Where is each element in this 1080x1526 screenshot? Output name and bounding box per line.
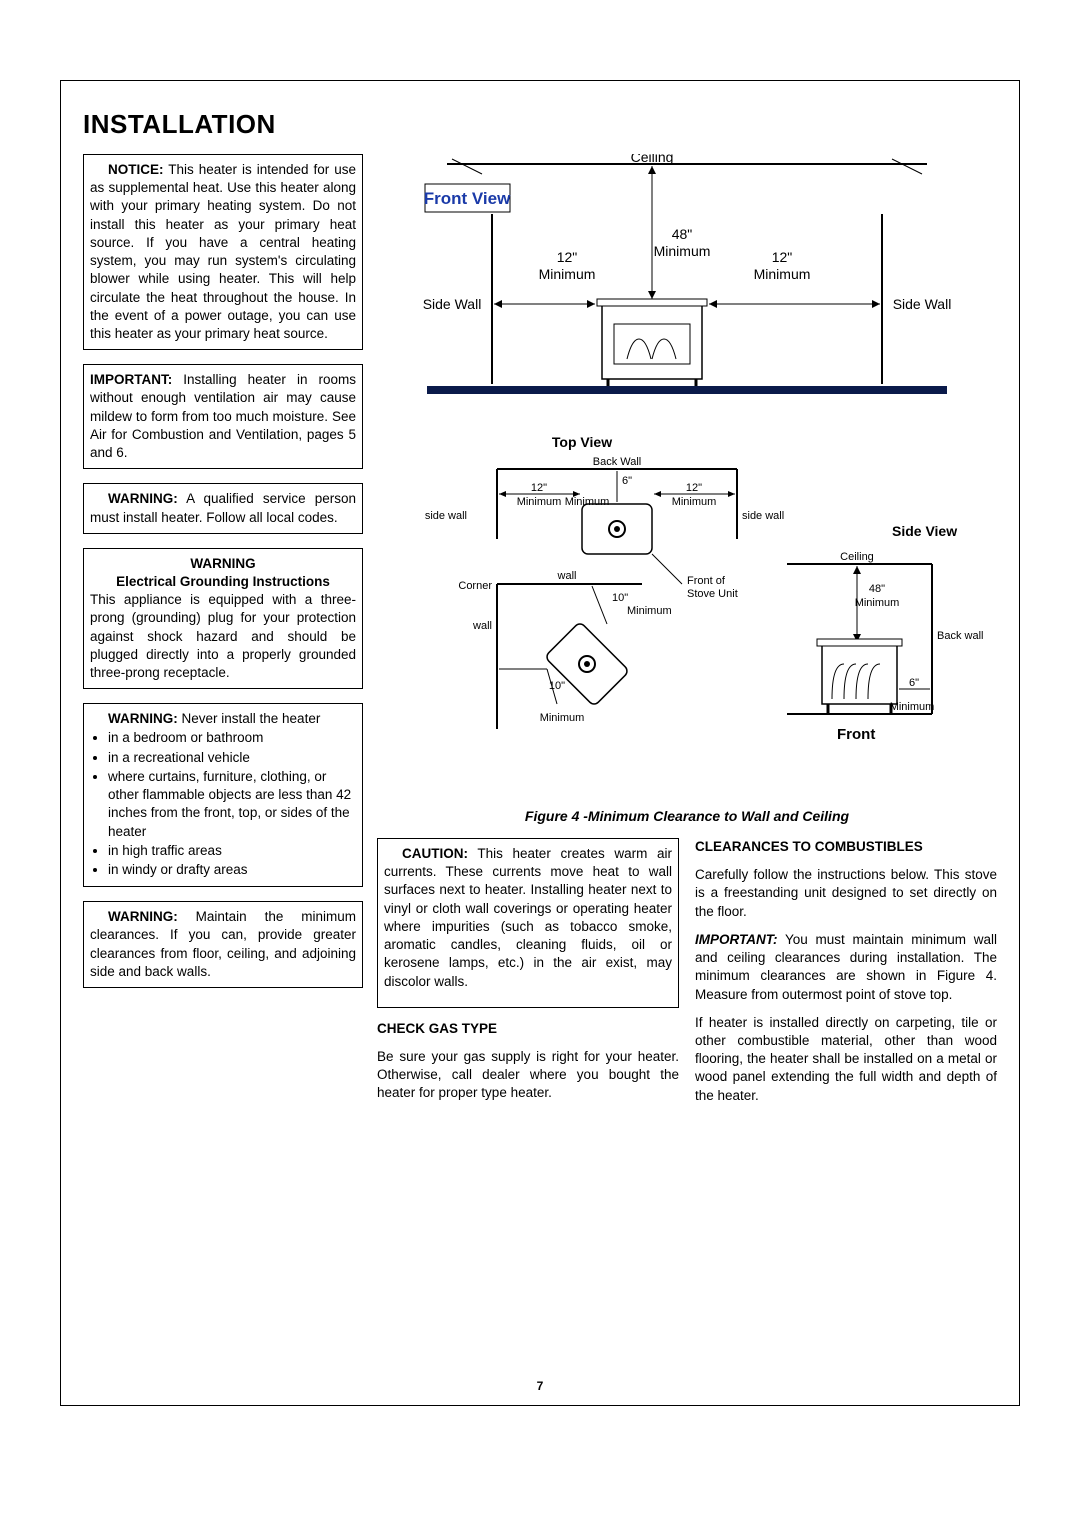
warn-service-lead: WARNING: bbox=[108, 491, 178, 506]
dim-tv-12l-sub: Minimum bbox=[517, 496, 562, 508]
sv-backwall: Back wall bbox=[937, 630, 983, 642]
dim-tv-12l: 12" bbox=[531, 482, 547, 494]
caution-box: CAUTION: This heater creates warm air cu… bbox=[377, 838, 679, 1008]
ceiling-label: Ceiling bbox=[631, 154, 674, 165]
important-lead: IMPORTANT: bbox=[90, 372, 172, 387]
side-view-title: Side View bbox=[892, 523, 957, 539]
dim-tv-6-sub: Minimum bbox=[565, 496, 610, 508]
caution-body: This heater creates warm air currents. T… bbox=[384, 846, 672, 989]
warning-clearance-box: WARNING: Maintain the minimum clearances… bbox=[83, 901, 363, 988]
top-view-group: Top View Back Wall side wall side wall bbox=[425, 434, 784, 729]
clearances-heading: CLEARANCES TO COMBUSTIBLES bbox=[695, 839, 923, 854]
caution-lead: CAUTION: bbox=[402, 846, 468, 861]
side-view-group: Side View Ceiling Back wall 48" Minimum bbox=[787, 523, 983, 743]
dim-tv-12r-sub: Minimum bbox=[672, 496, 717, 508]
dim-10t: 10" bbox=[612, 592, 628, 604]
dim-12r: 12" bbox=[772, 249, 793, 265]
lr-col-2: CLEARANCES TO COMBUSTIBLES Carefully fol… bbox=[695, 838, 997, 1115]
tv-sidewall-r: side wall bbox=[742, 510, 784, 522]
sv-48-sub: Minimum bbox=[855, 597, 900, 609]
checkgas-heading: CHECK GAS TYPE bbox=[377, 1021, 497, 1036]
columns: NOTICE: This heater is intended for use … bbox=[83, 154, 997, 1115]
stove-corner-icon bbox=[545, 622, 630, 707]
warn-never-intro: Never install the heater bbox=[178, 711, 321, 726]
important-box: IMPORTANT: Installing heater in rooms wi… bbox=[83, 364, 363, 469]
dim-12r-sub: Minimum bbox=[754, 266, 811, 282]
sv-48: 48" bbox=[869, 583, 885, 595]
dim-tv-12r: 12" bbox=[686, 482, 702, 494]
wall-label-1: wall bbox=[557, 570, 577, 582]
figure-4: Front View Ceiling Side Wall Side Wall bbox=[377, 154, 997, 814]
page-number: 7 bbox=[61, 1379, 1019, 1393]
warn-clear-lead: WARNING: bbox=[108, 909, 178, 924]
floor-bar bbox=[427, 386, 947, 394]
left-column: NOTICE: This heater is intended for use … bbox=[83, 154, 363, 1115]
dim-12l: 12" bbox=[557, 249, 578, 265]
warn-never-list: in a bedroom or bathroom in a recreation… bbox=[90, 729, 356, 879]
top-view-title: Top View bbox=[552, 434, 612, 450]
stove-unit-label: Stove Unit bbox=[687, 588, 738, 600]
clearances-p1: Carefully follow the instructions below.… bbox=[695, 866, 997, 921]
right-column: Front View Ceiling Side Wall Side Wall bbox=[377, 154, 997, 1115]
stove-front-icon bbox=[597, 299, 707, 386]
list-item: where curtains, furniture, clothing, or … bbox=[108, 768, 356, 841]
wall-label-2: wall bbox=[472, 620, 492, 632]
lr-col-1: CAUTION: This heater creates warm air cu… bbox=[377, 838, 679, 1115]
clearances-p3: If heater is installed directly on carpe… bbox=[695, 1014, 997, 1105]
dim-12l-sub: Minimum bbox=[539, 266, 596, 282]
sv-front: Front bbox=[837, 726, 875, 743]
checkgas-body: Be sure your gas supply is right for you… bbox=[377, 1048, 679, 1103]
tv-sidewall-l: side wall bbox=[425, 510, 467, 522]
dim-10s-sub: Minimum bbox=[540, 712, 585, 724]
section-title: INSTALLATION bbox=[83, 109, 997, 140]
front-view-title: Front View bbox=[424, 189, 511, 208]
page-frame: INSTALLATION NOTICE: This heater is inte… bbox=[60, 80, 1020, 1406]
dim-6b: 6" bbox=[622, 475, 632, 487]
dim-48-sub: Minimum bbox=[654, 243, 711, 259]
notice-lead: NOTICE: bbox=[108, 162, 164, 177]
corner-label: Corner bbox=[458, 580, 492, 592]
list-item: in a bedroom or bathroom bbox=[108, 729, 356, 747]
lower-right-columns: CAUTION: This heater creates warm air cu… bbox=[377, 838, 997, 1115]
backwall-label: Back Wall bbox=[593, 456, 642, 468]
warning-grounding-box: WARNING Electrical Grounding Instruction… bbox=[83, 548, 363, 690]
front-view-group: Front View Ceiling Side Wall Side Wall bbox=[423, 154, 952, 394]
sidewall-l-label: Side Wall bbox=[423, 296, 482, 312]
sv-ceiling: Ceiling bbox=[840, 551, 874, 563]
list-item: in windy or drafty areas bbox=[108, 861, 356, 879]
dim-48: 48" bbox=[672, 226, 693, 242]
list-item: in high traffic areas bbox=[108, 842, 356, 860]
list-item: in a recreational vehicle bbox=[108, 749, 356, 767]
dim-10t-sub: Minimum bbox=[627, 605, 672, 617]
notice-body: This heater is intended for use as suppl… bbox=[90, 162, 356, 341]
front-of-label: Front of bbox=[687, 575, 726, 587]
clearances-imp-lead: IMPORTANT: bbox=[695, 932, 778, 947]
warn-ground-sub: Electrical Grounding Instructions bbox=[90, 573, 356, 591]
notice-box: NOTICE: This heater is intended for use … bbox=[83, 154, 363, 350]
dim-10s: 10" bbox=[549, 680, 565, 692]
sv-6-sub: Minimum bbox=[890, 701, 935, 713]
warn-never-lead: WARNING: bbox=[108, 711, 178, 726]
clearance-diagram: Front View Ceiling Side Wall Side Wall bbox=[377, 154, 997, 814]
sv-6: 6" bbox=[909, 677, 919, 689]
warn-ground-body: This appliance is equipped with a three-… bbox=[90, 591, 356, 682]
warn-ground-heading: WARNING bbox=[90, 555, 356, 573]
sidewall-r-label: Side Wall bbox=[893, 296, 952, 312]
warning-never-box: WARNING: Never install the heater in a b… bbox=[83, 703, 363, 887]
warning-service-box: WARNING: A qualified service person must… bbox=[83, 483, 363, 533]
